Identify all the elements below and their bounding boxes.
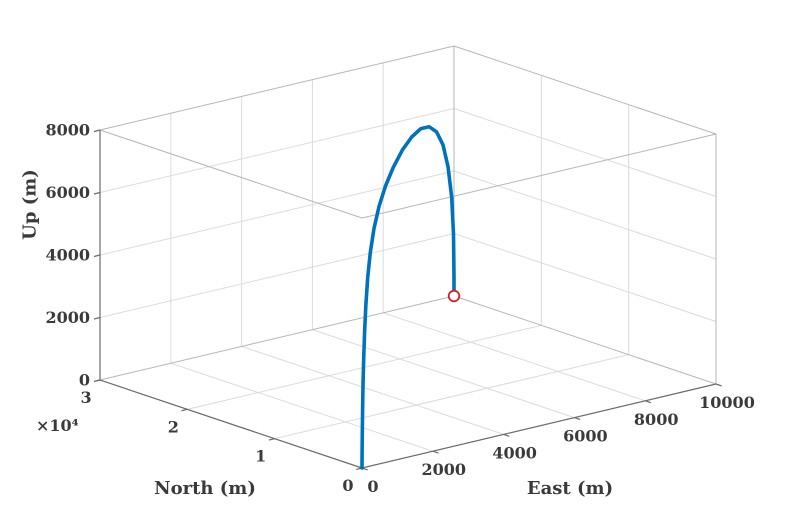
grid-line: [99, 108, 455, 193]
east-tick-mark: [715, 383, 722, 387]
up-tick-label: 8000: [45, 121, 90, 140]
east-tick-mark: [645, 400, 652, 404]
up-tick-label: 0: [79, 371, 90, 390]
north-tick-label: 1: [255, 447, 266, 466]
up-tick-mark: [93, 129, 101, 133]
box-edge: [453, 295, 717, 385]
box-edge: [99, 129, 363, 219]
end-point-marker: [447, 289, 461, 303]
box-edge: [453, 45, 717, 135]
east-tick-label: 2000: [422, 460, 467, 479]
north-tick-mark: [181, 408, 188, 412]
up-tick-mark: [93, 254, 101, 258]
grid-line: [99, 170, 455, 256]
up-axis-label: Up (m): [19, 169, 41, 240]
box-edge: [361, 133, 717, 219]
up-tick-mark: [93, 316, 101, 320]
grid-line: [99, 233, 455, 318]
east-tick-label: 4000: [492, 443, 537, 462]
north-axis-line: [99, 379, 363, 469]
grid-line: [453, 233, 717, 322]
east-tick-label: 6000: [563, 427, 608, 446]
east-tick-label: 10000: [699, 393, 755, 412]
east-tick-mark: [432, 450, 439, 454]
grid-line: [170, 362, 433, 452]
up-tick-mark: [93, 191, 101, 195]
north-tick-label: 0: [342, 476, 353, 495]
grid-line: [312, 329, 575, 419]
up-tick-mark: [93, 379, 101, 383]
north-tick-label: 3: [80, 388, 91, 407]
up-tick-label: 4000: [45, 246, 90, 265]
grid-line: [274, 354, 629, 440]
box-edge: [99, 295, 455, 381]
trajectory-line: [360, 125, 456, 470]
up-tick-label: 6000: [45, 183, 90, 202]
grid-line: [241, 345, 504, 435]
box-edge: [99, 45, 455, 131]
east-axis-line: [361, 383, 717, 469]
east-tick-mark: [574, 417, 581, 421]
north-tick-label: 2: [168, 417, 179, 436]
grid-line: [453, 108, 717, 197]
east-tick-label: 8000: [634, 410, 679, 429]
east-tick-label: 0: [367, 477, 378, 496]
north-axis-label: North (m): [154, 478, 256, 499]
east-axis-label: East (m): [526, 478, 614, 499]
east-tick-mark: [503, 433, 510, 437]
north-tick-mark: [268, 438, 275, 441]
up-tick-label: 2000: [45, 308, 90, 327]
grid-line: [453, 170, 717, 260]
y-axis-exponent-label: ×10⁴: [36, 416, 79, 435]
grid-line: [383, 312, 646, 402]
